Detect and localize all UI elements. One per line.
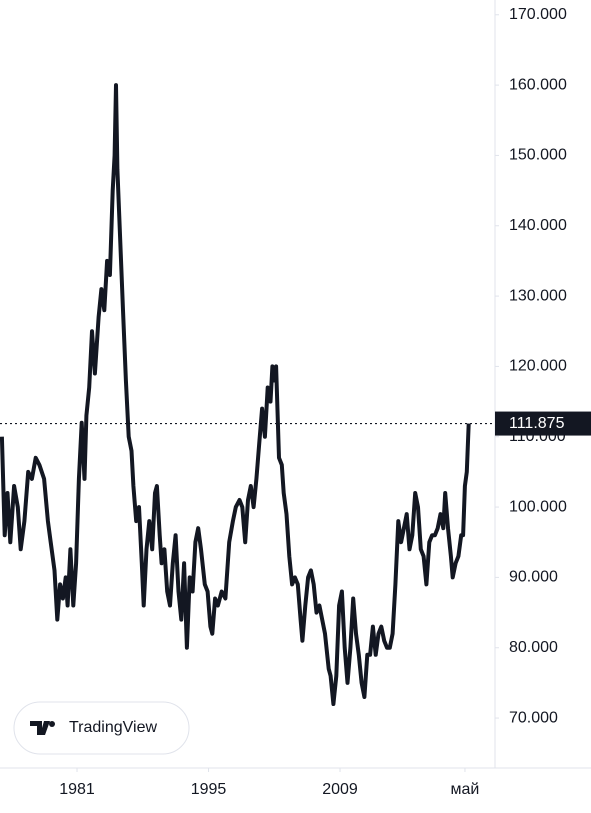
plot-area	[0, 83, 495, 706]
y-tick-label: 120.000	[509, 358, 567, 375]
y-tick-label: 100.000	[509, 498, 567, 515]
price-line	[0, 83, 471, 706]
watermark-text: TradingView	[69, 719, 157, 736]
last-value-badge	[495, 411, 591, 436]
y-tick-label: 160.000	[509, 76, 567, 93]
x-tick-label: 2009	[322, 781, 358, 798]
y-tick-label: 70.000	[509, 709, 558, 726]
watermark: TradingView	[13, 701, 190, 755]
watermark-logo-dot	[49, 721, 55, 727]
watermark-logo	[30, 721, 50, 735]
y-tick-label: 150.000	[509, 147, 567, 164]
x-tick-label: 1995	[191, 781, 227, 798]
y-tick-label: 130.000	[509, 287, 567, 304]
x-tick-label: 1981	[59, 781, 95, 798]
y-tick-label: 90.000	[509, 569, 558, 586]
x-tick-label: май	[451, 781, 480, 798]
last-value-label: 111.875	[509, 415, 565, 432]
watermark-box	[13, 701, 190, 755]
y-tick-label: 140.000	[509, 217, 567, 234]
y-tick-label: 170.000	[509, 6, 567, 23]
y-tick-label: 80.000	[509, 639, 558, 656]
